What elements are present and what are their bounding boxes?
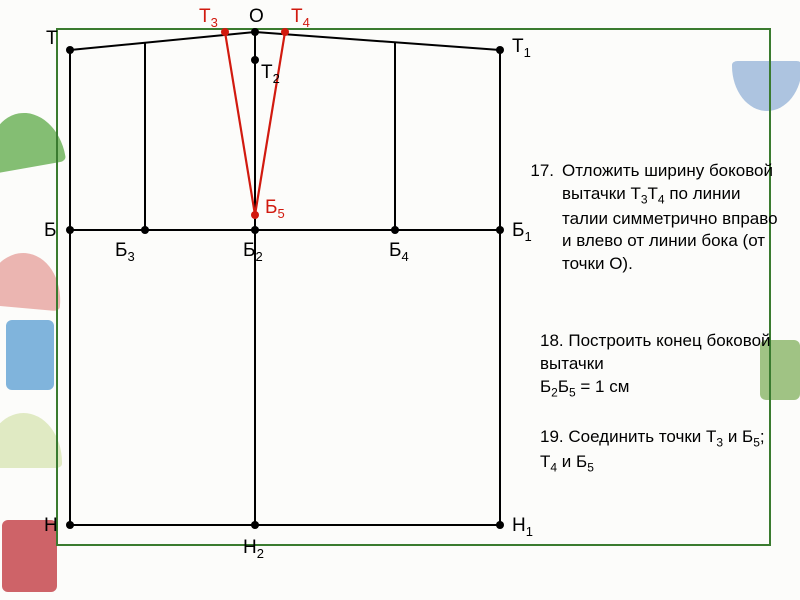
point-label-B2: Б2 — [243, 240, 263, 264]
point-label-N2: Н2 — [243, 537, 264, 561]
point-label-T1: Т1 — [512, 36, 531, 60]
point-label-T2: Т2 — [261, 62, 280, 86]
point-label-B: Б — [44, 220, 56, 242]
instruction-19: 19. Соединить точки Т3 и Б5; Т4 и Б5 — [540, 426, 786, 475]
point-label-O: О — [249, 6, 264, 28]
point-label-T4: Т4 — [291, 6, 310, 30]
instruction-18: 18. Построить конец боковой вытачкиБ2Б5 … — [540, 330, 786, 400]
point-label-T3: Т3 — [199, 6, 218, 30]
point-label-T: Т — [46, 28, 58, 50]
instruction-17: 17.Отложить ширину боковой вытачки Т3Т4 … — [528, 160, 786, 276]
point-label-B4: Б4 — [389, 240, 409, 264]
point-label-N1: Н1 — [512, 515, 533, 539]
pattern-diagram — [0, 0, 800, 600]
background-layer: ТТ1ОТ2Т3Т4ББ1Б2Б3Б4Б5НН1Н217.Отложить ши… — [0, 0, 800, 600]
point-label-N: Н — [44, 515, 58, 537]
point-label-B3: Б3 — [115, 240, 135, 264]
point-label-B5: Б5 — [265, 197, 285, 221]
